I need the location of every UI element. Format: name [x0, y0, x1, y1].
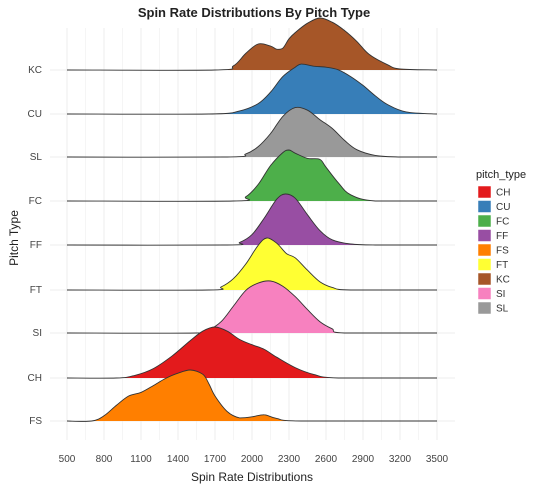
- legend-swatch-sl: [477, 301, 492, 315]
- legend-label-ch: CH: [496, 188, 510, 199]
- legend-label-sl: SL: [496, 304, 509, 315]
- x-tick-label: 1100: [130, 454, 152, 465]
- legend-label-ff: FF: [496, 231, 508, 242]
- legend-swatch-fc: [477, 214, 492, 228]
- legend-swatch-ft: [477, 258, 492, 271]
- legend-label-si: SI: [496, 289, 505, 300]
- legend-label-fs: FS: [496, 246, 509, 257]
- legend-label-cu: CU: [496, 202, 510, 213]
- ridge-fs: [67, 369, 437, 422]
- legend-label-fc: FC: [496, 217, 509, 228]
- y-tick-label: SI: [33, 328, 42, 339]
- ridge-ft: [67, 237, 437, 291]
- x-tick-label: 1400: [167, 454, 190, 465]
- x-tick-label: 2300: [278, 454, 301, 465]
- ridge-outline-sl: [66, 106, 437, 158]
- legend: pitch_type CH CU FC FF FS FT KC SI SL: [476, 169, 526, 315]
- x-tick-label: 500: [59, 454, 76, 465]
- y-tick-label: FF: [30, 240, 42, 251]
- x-tick-label: 2000: [241, 454, 264, 465]
- legend-swatch-fs: [477, 243, 492, 257]
- ridge-outline-fs: [66, 369, 437, 422]
- y-ticks: KC CU SL FC FF FT SI CH FS: [28, 65, 43, 427]
- y-tick-label: FT: [30, 285, 42, 296]
- y-tick-label: FC: [29, 196, 42, 207]
- x-tick-label: 3200: [389, 454, 412, 465]
- legend-label-kc: KC: [496, 275, 510, 286]
- y-axis-title: Pitch Type: [7, 210, 21, 266]
- legend-swatch-kc: [477, 272, 492, 286]
- legend-swatch-ch: [477, 185, 492, 199]
- ridge-outline-ch: [66, 326, 437, 379]
- ridge-cu: [67, 64, 437, 115]
- chart-title: Spin Rate Distributions By Pitch Type: [138, 5, 370, 20]
- y-tick-label: CU: [28, 109, 42, 120]
- x-tick-label: 3500: [426, 454, 449, 465]
- x-tick-label: 1700: [204, 454, 227, 465]
- ridge-outline-fc: [66, 149, 437, 202]
- ridge-si: [67, 280, 437, 334]
- ridges: [66, 17, 438, 422]
- legend-swatch-ff: [477, 229, 492, 242]
- x-ticks: 500 800 1100 1400 1700 2000 2300 2600 2900 3200 35…: [59, 454, 449, 465]
- y-tick-label: KC: [28, 65, 42, 76]
- legend-swatch-si: [477, 287, 492, 300]
- x-tick-label: 2600: [315, 454, 338, 465]
- y-tick-label: CH: [28, 373, 42, 384]
- x-axis-title: Spin Rate Distributions: [191, 470, 313, 484]
- ridge-outline-ff: [66, 193, 437, 246]
- x-tick-label: 2900: [352, 454, 375, 465]
- x-tick-label: 800: [96, 454, 113, 465]
- legend-label-ft: FT: [496, 260, 508, 271]
- ridge-outline-cu: [66, 63, 438, 115]
- ridge-outline-kc: [66, 17, 438, 71]
- legend-swatch-cu: [477, 200, 492, 213]
- y-tick-label: FS: [29, 416, 42, 427]
- y-tick-label: SL: [30, 152, 43, 163]
- ridge-outline-ft: [66, 237, 437, 291]
- legend-title: pitch_type: [476, 169, 526, 181]
- ridge-sl: [67, 107, 437, 158]
